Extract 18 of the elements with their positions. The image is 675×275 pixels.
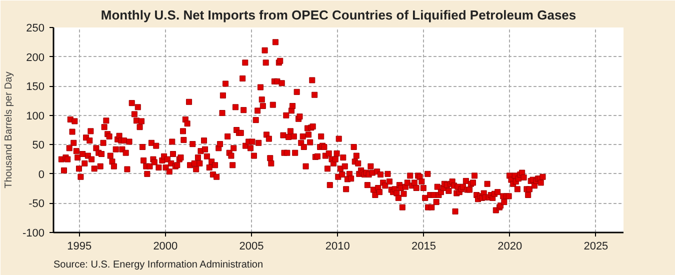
y-tick-label: 200 — [26, 52, 45, 64]
y-tick-label: 0 — [38, 168, 45, 181]
x-tick-label: 2020 — [498, 240, 522, 252]
y-tick-label: 150 — [26, 81, 45, 94]
y-tick-label: -100 — [22, 228, 45, 240]
x-tick-label: 2005 — [239, 240, 264, 252]
x-tick-label: 2015 — [412, 240, 436, 252]
x-tick-label: 2000 — [153, 240, 178, 252]
chart-title: Monthly U.S. Net Imports from OPEC Countries of Liquified Petroleum Gases — [100, 8, 576, 22]
y-tick-label: -50 — [28, 198, 45, 210]
x-tick-label: 2025 — [584, 240, 608, 252]
y-tick-label: 250 — [26, 22, 45, 34]
x-tick-label: 2010 — [325, 240, 350, 252]
y-tick-label: 100 — [26, 110, 45, 122]
y-tick-label: 50 — [32, 140, 45, 152]
y-axis-title: Thousand Barrels per Day — [3, 72, 14, 188]
x-tick-label: 1995 — [67, 240, 92, 252]
source-note: Source: U.S. Energy Information Administration — [54, 260, 264, 270]
